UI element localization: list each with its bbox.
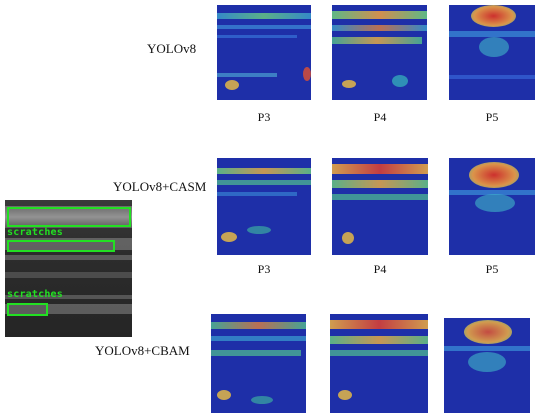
heatmap-cbam-p5 bbox=[444, 318, 530, 413]
col-label-p4-row2: P4 bbox=[373, 262, 387, 276]
heatmap-yolov8-p4 bbox=[332, 5, 427, 100]
row-label-yolov8-casm: YOLOv8+CASM bbox=[113, 179, 207, 194]
col-label-p5-row1: P5 bbox=[485, 110, 499, 124]
col-label-p4-row1: P4 bbox=[373, 110, 387, 124]
heatmap-yolov8-p5 bbox=[449, 5, 535, 100]
heatmap-cbam-p4 bbox=[330, 314, 428, 413]
detection-box-1 bbox=[7, 207, 131, 227]
detection-label-3: scratches bbox=[7, 289, 63, 300]
col-label-p3-row1: P3 bbox=[257, 110, 271, 124]
detection-box-2 bbox=[7, 240, 115, 252]
detection-box-3 bbox=[7, 303, 48, 316]
heatmap-cbam-p3 bbox=[211, 314, 306, 413]
heatmap-casm-p5 bbox=[449, 158, 535, 255]
detection-label-2: scratches bbox=[7, 227, 63, 238]
col-label-p3-row2: P3 bbox=[257, 262, 271, 276]
row-label-yolov8: YOLOv8 bbox=[147, 41, 197, 56]
heatmap-casm-p4 bbox=[332, 158, 428, 255]
heatmap-yolov8-p3 bbox=[217, 5, 311, 100]
col-label-p5-row2: P5 bbox=[485, 262, 499, 276]
heatmap-casm-p3 bbox=[217, 158, 311, 255]
row-label-yolov8-cbam: YOLOv8+CBAM bbox=[95, 343, 190, 358]
input-image: scratches scratches bbox=[5, 200, 132, 337]
